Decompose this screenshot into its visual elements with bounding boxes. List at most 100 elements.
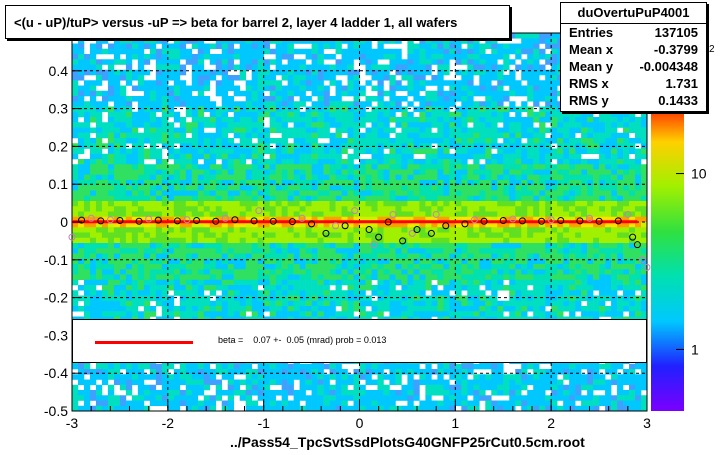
heatmap-cell [383, 374, 390, 380]
heatmap-cell [257, 369, 264, 375]
heatmap-cell [395, 264, 402, 270]
heatmap-cell [527, 185, 534, 191]
heatmap-cell [365, 395, 372, 401]
heatmap-cell [155, 395, 163, 401]
heatmap-cell [251, 243, 258, 249]
heatmap-cell [131, 85, 139, 92]
heatmap-cell [497, 195, 504, 202]
heatmap-cell [221, 300, 229, 307]
heatmap-cell [311, 269, 318, 275]
heatmap-cell [89, 201, 97, 207]
heatmap-cell [299, 38, 306, 44]
heatmap-cell [455, 190, 462, 197]
heatmap-cell [185, 379, 193, 386]
heatmap-cell [137, 395, 145, 401]
heatmap-cell [311, 159, 318, 165]
heatmap-cell [83, 106, 91, 113]
heatmap-cell [155, 295, 163, 302]
heatmap-cell [455, 122, 462, 128]
heatmap-cell [95, 64, 103, 71]
heatmap-cell [119, 180, 127, 186]
heatmap-cell [389, 153, 396, 160]
heatmap-cell [413, 174, 420, 181]
heatmap-cell [485, 59, 492, 65]
heatmap-cell [137, 190, 145, 197]
heatmap-cell [425, 390, 432, 396]
heatmap-cell [161, 269, 169, 275]
heatmap-cell [299, 190, 306, 197]
heatmap-cell [329, 269, 336, 275]
heatmap-cell [257, 216, 264, 223]
heatmap-cell [455, 295, 462, 302]
heatmap-cell [497, 190, 504, 197]
heatmap-cell [281, 148, 288, 155]
heatmap-cell [293, 69, 300, 76]
heatmap-cell [83, 258, 91, 265]
heatmap-cell [107, 106, 115, 113]
heatmap-cell [287, 253, 294, 260]
heatmap-cell [215, 64, 223, 71]
heatmap-cell [335, 253, 342, 260]
heatmap-cell [347, 111, 354, 118]
heatmap-cell [323, 248, 330, 254]
heatmap-cell [383, 101, 390, 107]
heatmap-cell [455, 48, 462, 55]
heatmap-cell [215, 395, 223, 401]
heatmap-cell [527, 264, 534, 270]
heatmap-cell [473, 185, 480, 191]
heatmap-cell [185, 180, 193, 186]
heatmap-cell [293, 122, 300, 128]
heatmap-cell [419, 85, 426, 92]
heatmap-cell [179, 395, 187, 401]
heatmap-cell [479, 85, 486, 92]
heatmap-cell [521, 253, 528, 260]
heatmap-cell [191, 138, 199, 144]
heatmap-cell [413, 106, 420, 113]
heatmap-cell [317, 148, 324, 155]
heatmap-cell [137, 300, 145, 307]
heatmap-cell [515, 243, 522, 249]
heatmap-cell [203, 48, 211, 55]
heatmap-cell [497, 101, 504, 107]
heatmap-cell [305, 269, 312, 275]
heatmap-cell [395, 405, 402, 412]
heatmap-cell [515, 159, 522, 165]
heatmap-cell [521, 169, 528, 176]
heatmap-cell [485, 379, 492, 386]
heatmap-cell [263, 243, 270, 249]
heatmap-cell [83, 300, 91, 307]
heatmap-cell [119, 138, 127, 144]
heatmap-cell [395, 132, 402, 139]
heatmap-cell [419, 169, 426, 176]
heatmap-cell [311, 48, 318, 55]
heatmap-cell [497, 400, 504, 407]
heatmap-cell [437, 127, 444, 134]
heatmap-cell [341, 64, 348, 71]
heatmap-cell [113, 232, 121, 239]
heatmap-cell [491, 216, 498, 223]
heatmap-cell [233, 206, 241, 212]
heatmap-cell [197, 295, 205, 302]
heatmap-cell [371, 232, 378, 239]
heatmap-cell [209, 395, 217, 401]
heatmap-cell [293, 85, 300, 92]
heatmap-cell [407, 222, 414, 228]
heatmap-cell [371, 59, 378, 65]
heatmap-cell [233, 48, 241, 55]
heatmap-cell [72, 232, 79, 239]
heatmap-cell [485, 138, 492, 144]
heatmap-cell [72, 206, 79, 212]
heatmap-cell [77, 148, 85, 155]
heatmap-cell [437, 211, 444, 218]
heatmap-cell [203, 216, 211, 223]
heatmap-cell [299, 295, 306, 302]
heatmap-cell [401, 185, 408, 191]
heatmap-cell [143, 274, 151, 281]
heatmap-cell [497, 306, 504, 312]
heatmap-cell [491, 279, 498, 286]
heatmap-cell [119, 132, 127, 139]
heatmap-cell [209, 253, 217, 260]
heatmap-cell [137, 232, 145, 239]
heatmap-cell [419, 269, 426, 275]
heatmap-cell [299, 243, 306, 249]
